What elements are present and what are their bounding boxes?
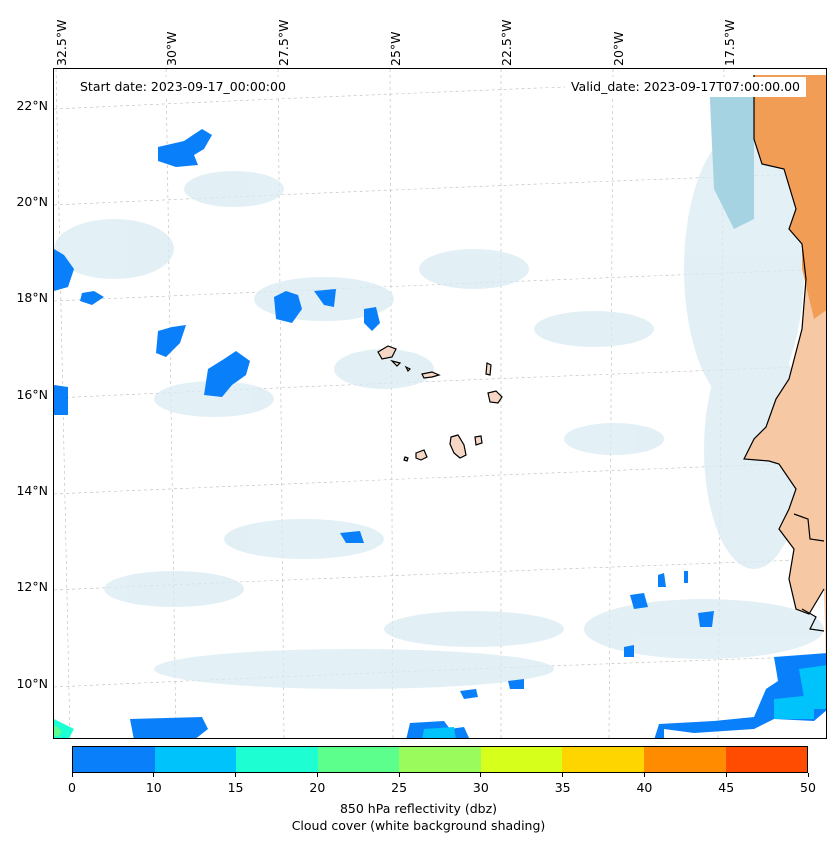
colorbar-swatch-4 (399, 747, 481, 772)
colorbar-tick-label: 30 (472, 780, 489, 795)
valid-date-label: Valid_date: 2023-09-17T07:00:00.00 (564, 77, 806, 97)
lon-label-32-5w: 32.5°W (54, 19, 69, 66)
lat-label-14n: 14°N (16, 483, 48, 498)
lon-label-17-5w: 17.5°W (722, 19, 737, 66)
cape-verde-islands (377, 345, 503, 462)
lat-label-20n: 20°N (16, 194, 48, 209)
colorbar-swatch-2 (236, 747, 318, 772)
colorbar-tick-mark (480, 773, 482, 777)
africa-coastline (743, 75, 825, 615)
colorbar-tick-mark (71, 773, 73, 777)
lat-label-12n: 12°N (16, 579, 48, 594)
colorbar-tick-mark (235, 773, 237, 777)
colorbar-tick-label: 15 (227, 780, 244, 795)
colorbar-tick-label: 50 (800, 780, 816, 795)
reflectivity-patches-10-15 (422, 665, 826, 738)
colorbar-tick-mark (725, 773, 727, 777)
colorbar-tick-label: 25 (391, 780, 408, 795)
colorbar-swatch-0 (73, 747, 155, 772)
colorbar-swatch-3 (317, 747, 400, 772)
gambia-coastline (793, 513, 825, 542)
reflectivity-patches-20-25 (54, 725, 62, 737)
lat-label-18n: 18°N (16, 290, 48, 305)
colorbar (72, 746, 808, 773)
lon-label-20w: 20°W (611, 31, 626, 66)
colorbar-tick-mark (643, 773, 645, 777)
colorbar-tick-label: 10 (145, 780, 162, 795)
lon-label-27-5w: 27.5°W (276, 19, 291, 66)
map-panel: Start date: 2023-09-17_00:00:00 Valid_da… (53, 68, 827, 739)
coastal-cloud-shading (709, 79, 754, 229)
colorbar-tick-mark (316, 773, 318, 777)
lon-label-30w: 30°W (164, 31, 179, 66)
lon-label-25w: 25°W (388, 31, 403, 66)
colorbar-swatch-5 (480, 747, 563, 772)
lat-label-22n: 22°N (16, 98, 48, 113)
colorbar-tick-mark (562, 773, 564, 777)
colorbar-sublabel: Cloud cover (white background shading) (291, 818, 546, 833)
colorbar-tick-mark (807, 773, 809, 777)
bissagos-coastline (801, 608, 825, 632)
colorbar-tick-label: 0 (68, 780, 76, 795)
lon-label-22-5w: 22.5°W (499, 19, 514, 66)
map-canvas (54, 69, 826, 738)
colorbar-swatch-1 (154, 747, 237, 772)
colorbar-tick-label: 35 (554, 780, 571, 795)
colorbar-label: 850 hPa reflectivity (dbz) (339, 801, 498, 816)
colorbar-swatch-7 (643, 747, 726, 772)
lat-label-10n: 10°N (16, 676, 48, 691)
colorbar-swatch-8 (725, 747, 808, 772)
colorbar-tick-mark (153, 773, 155, 777)
colorbar-tick-label: 45 (718, 780, 735, 795)
cloud-cover-shading (54, 129, 824, 689)
colorbar-tick-label: 40 (636, 780, 653, 795)
colorbar-swatch-6 (562, 747, 644, 772)
africa-land-warm (754, 75, 826, 319)
lat-label-16n: 16°N (16, 387, 48, 402)
colorbar-tick-mark (398, 773, 400, 777)
start-date-label: Start date: 2023-09-17_00:00:00 (74, 77, 292, 97)
colorbar-tick-label: 20 (309, 780, 326, 795)
